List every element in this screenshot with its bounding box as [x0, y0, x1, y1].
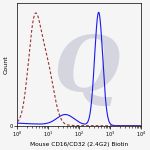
Text: Q: Q [54, 33, 120, 107]
X-axis label: Mouse CD16/CD32 (2.4G2) Biotin: Mouse CD16/CD32 (2.4G2) Biotin [30, 142, 129, 147]
Y-axis label: Count: Count [3, 55, 8, 74]
